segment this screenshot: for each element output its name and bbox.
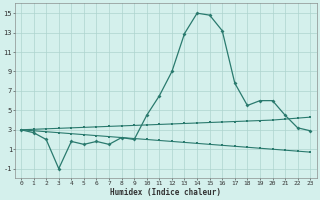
X-axis label: Humidex (Indice chaleur): Humidex (Indice chaleur) xyxy=(110,188,221,197)
